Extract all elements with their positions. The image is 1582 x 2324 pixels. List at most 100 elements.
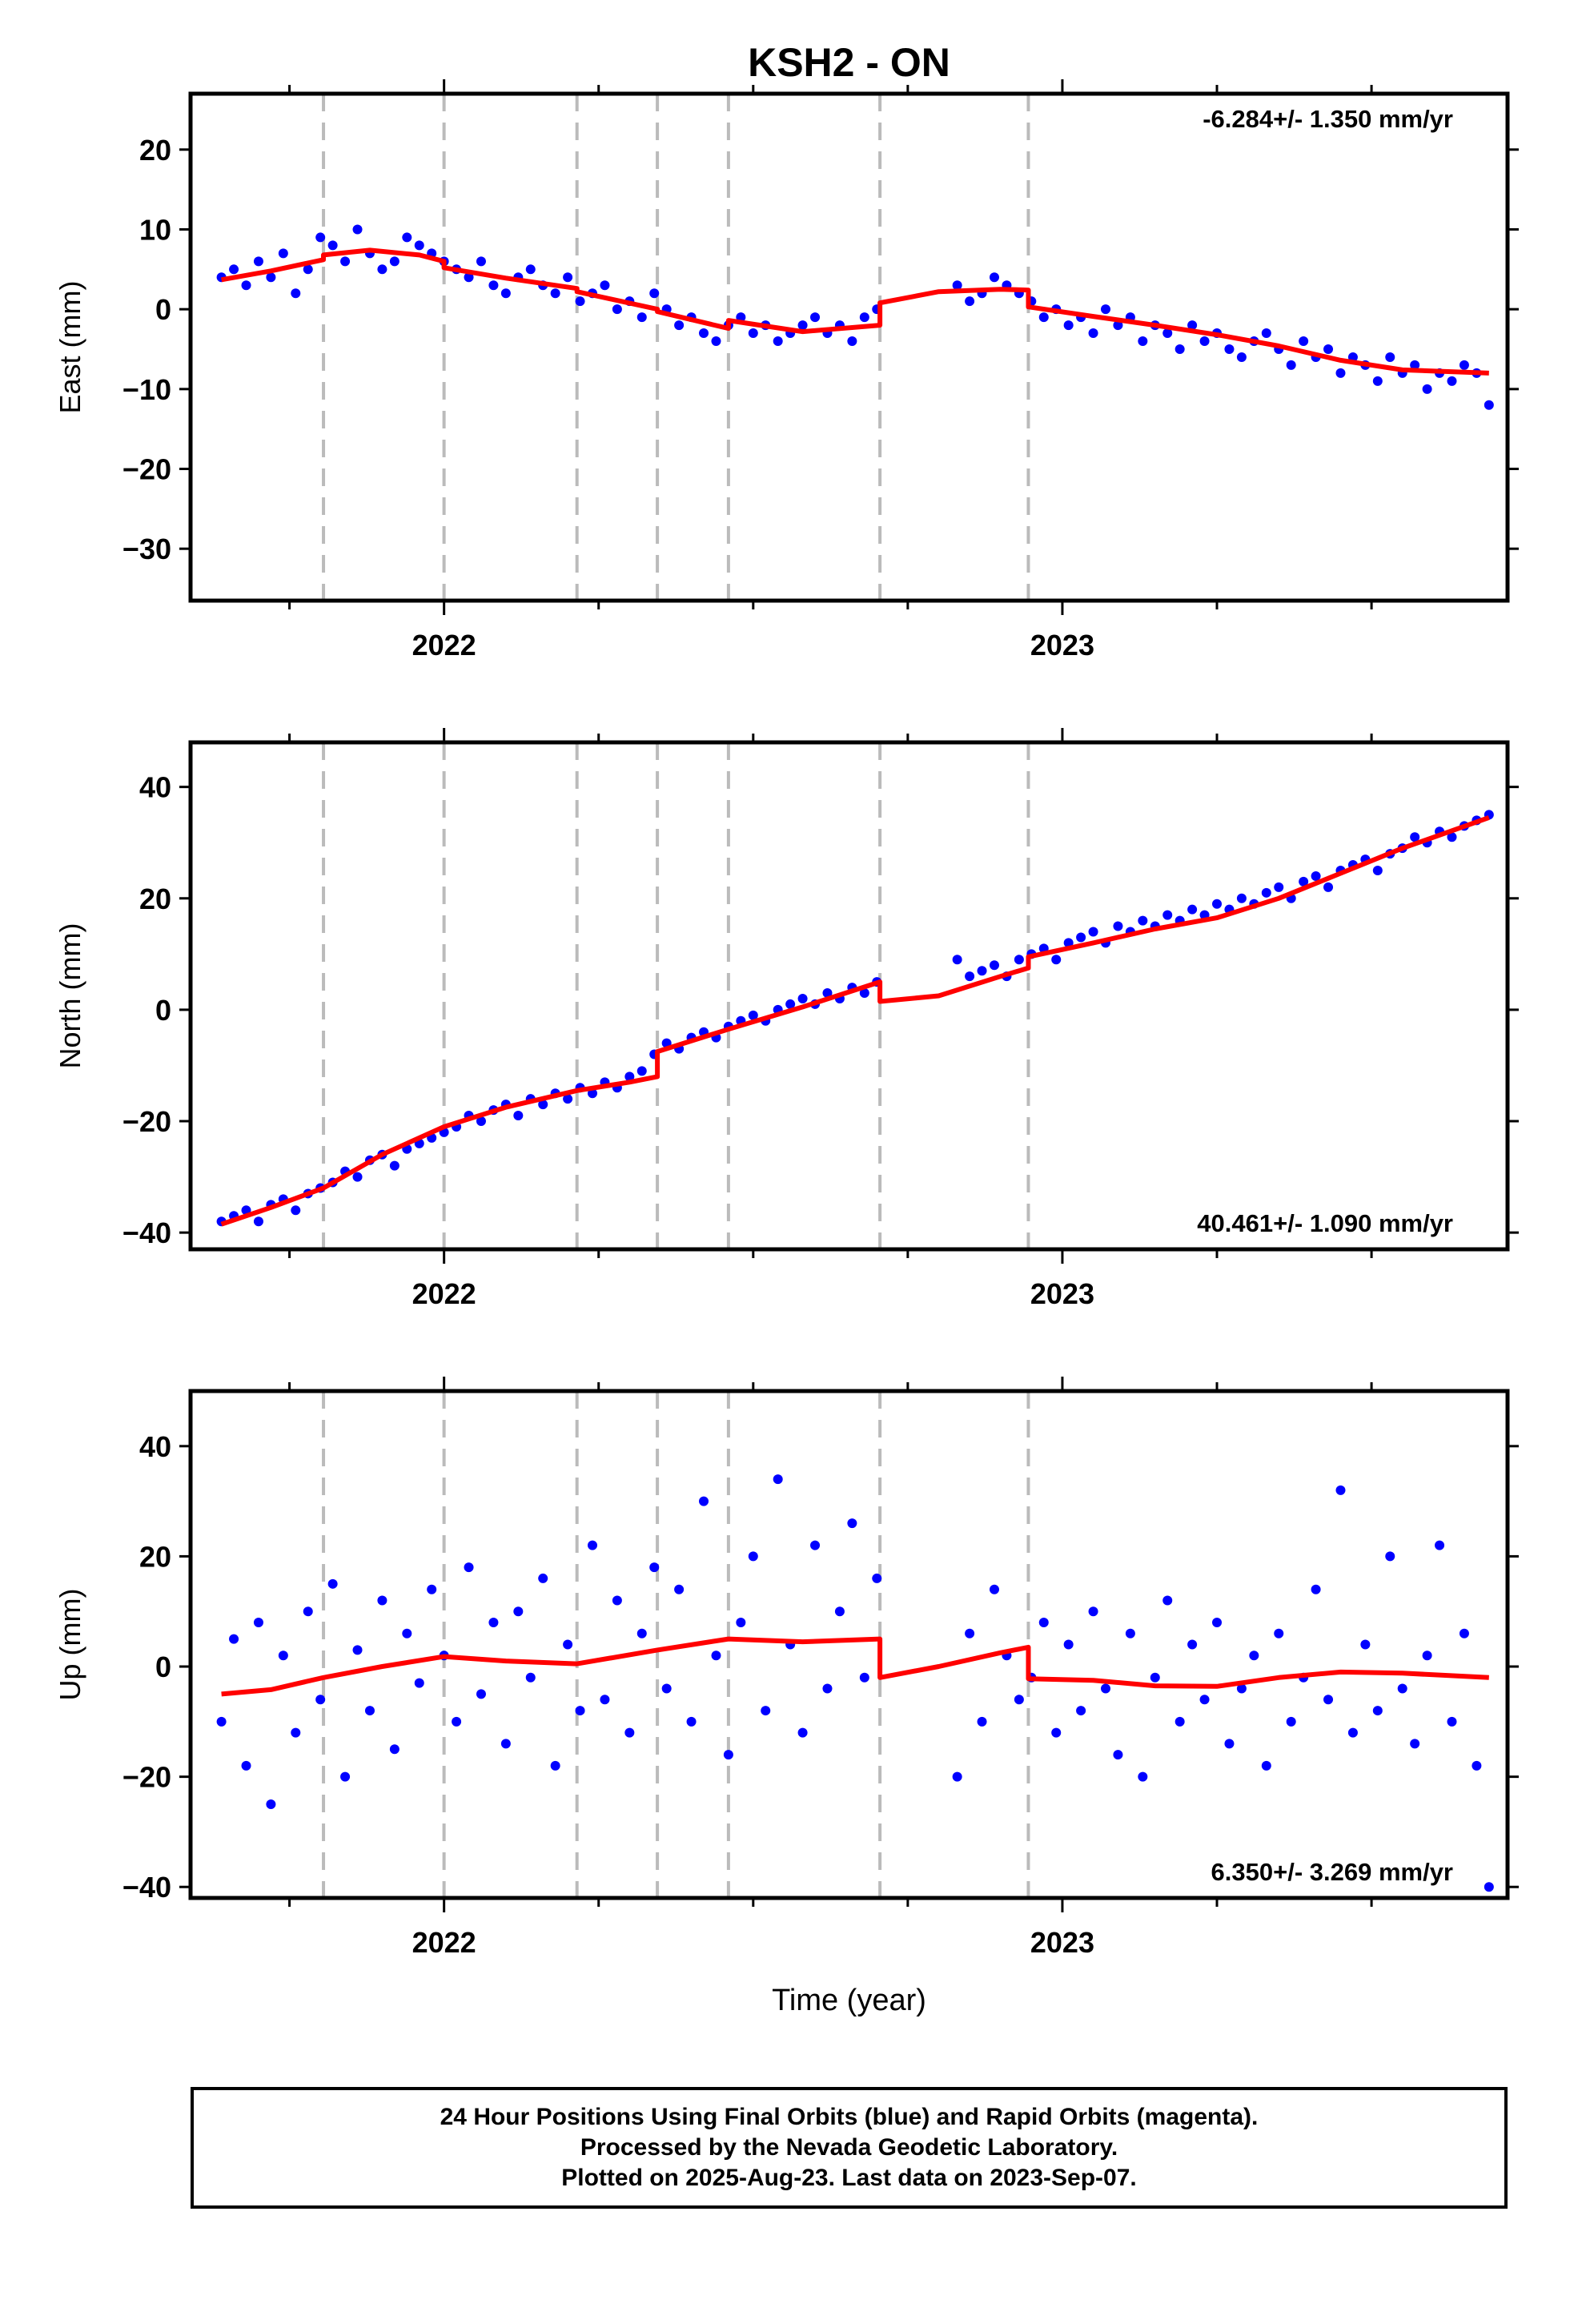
data-point (859, 988, 869, 999)
data-point (1113, 921, 1123, 931)
data-point (1410, 360, 1420, 370)
data-point (253, 256, 263, 267)
data-point (699, 328, 709, 339)
y-tick-label: −20 (122, 1105, 171, 1138)
data-point (1323, 882, 1334, 892)
data-point (674, 320, 685, 331)
data-point (1447, 832, 1457, 842)
data-point (1063, 1639, 1074, 1650)
data-point (1063, 320, 1074, 331)
x-tick-label: 2023 (1030, 629, 1094, 661)
data-point (1422, 1651, 1432, 1661)
footer-line-3: Plotted on 2025-Aug-23. Last data on 202… (561, 2165, 1137, 2191)
data-point (761, 1706, 771, 1716)
data-point (1274, 1628, 1284, 1638)
model-line (220, 815, 1490, 1227)
y-tick-label: 20 (139, 1540, 171, 1573)
data-point (1299, 336, 1309, 347)
data-point (340, 256, 351, 267)
data-point (327, 240, 338, 251)
y-tick-label: 40 (139, 1430, 171, 1463)
data-point (340, 1771, 351, 1782)
data-point (1459, 360, 1469, 370)
data-point (1187, 1639, 1198, 1650)
data-point (513, 1111, 524, 1121)
data-point (965, 1628, 975, 1638)
data-point (1125, 1628, 1135, 1638)
y-tick-label: −20 (122, 1761, 171, 1794)
data-point (686, 1716, 697, 1727)
data-point (1113, 1750, 1123, 1760)
data-point (1347, 1727, 1358, 1738)
x-tick-label: 2023 (1030, 1277, 1094, 1310)
data-point (1311, 1584, 1321, 1594)
data-point (1410, 832, 1420, 842)
data-point (1088, 1606, 1098, 1617)
plot-content (216, 1474, 1494, 1892)
data-point (1088, 328, 1098, 339)
data-point (550, 1760, 560, 1771)
data-point (834, 1606, 845, 1617)
data-point (612, 304, 622, 315)
data-point (1372, 376, 1383, 386)
data-point (538, 1100, 548, 1110)
data-point (563, 1639, 573, 1650)
data-point (352, 1172, 363, 1182)
data-point (1360, 1639, 1371, 1650)
data-point (989, 960, 999, 971)
velocity-label: -6.284+/- 1.350 mm/yr (1203, 105, 1453, 133)
data-point (1261, 1760, 1271, 1771)
data-point (303, 1606, 313, 1617)
data-point (402, 1628, 412, 1638)
data-point (216, 1716, 227, 1727)
data-point (847, 336, 857, 347)
data-point (748, 328, 758, 339)
data-point (649, 288, 660, 299)
data-point (1174, 1716, 1185, 1727)
data-point (389, 256, 400, 267)
data-point (488, 1617, 499, 1627)
data-point (797, 993, 808, 1003)
data-point (859, 1672, 869, 1683)
data-point (500, 288, 511, 299)
data-point (965, 296, 975, 307)
panel-1: KSH2 - ON 20 10 0 −10 −20 −30 2022 2023 East (mm)… (54, 40, 1519, 661)
data-point (1187, 904, 1198, 915)
data-point (1076, 1706, 1086, 1716)
chart-title: KSH2 - ON (748, 40, 950, 85)
data-point (563, 272, 573, 283)
data-point (1014, 1695, 1024, 1705)
data-point (847, 1518, 857, 1529)
data-point (1299, 876, 1309, 887)
data-point (476, 256, 486, 267)
data-point (327, 1578, 338, 1589)
data-point (587, 1088, 597, 1099)
data-point (977, 966, 987, 976)
data-point (1212, 899, 1223, 909)
data-point (241, 1760, 251, 1771)
data-point (291, 288, 301, 299)
data-point (859, 312, 869, 323)
data-point (1138, 915, 1148, 926)
data-point (748, 1010, 758, 1020)
data-point (464, 272, 474, 283)
data-point (636, 1066, 647, 1076)
data-point (711, 336, 721, 347)
y-tick-label: −30 (122, 533, 171, 565)
y-tick-label: 0 (155, 1651, 171, 1683)
x-tick-label: 2023 (1030, 1926, 1094, 1959)
data-point (1014, 955, 1024, 965)
y-tick-label: 40 (139, 771, 171, 804)
data-point (575, 296, 585, 307)
data-point (661, 1683, 672, 1694)
data-point (1088, 927, 1098, 937)
y-axis-label: East (mm) (54, 281, 86, 414)
data-point (723, 1750, 733, 1760)
footer-line-1: 24 Hour Positions Using Final Orbits (bl… (440, 2104, 1259, 2130)
data-point (674, 1584, 685, 1594)
data-point (965, 971, 975, 982)
data-point (989, 1584, 999, 1594)
data-point (1261, 328, 1271, 339)
data-point (1038, 312, 1049, 323)
data-point (1212, 1617, 1223, 1627)
